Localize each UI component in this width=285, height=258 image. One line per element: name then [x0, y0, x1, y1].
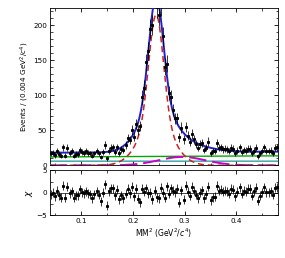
Y-axis label: Events / (0.004 GeV$^2$/$c^4$): Events / (0.004 GeV$^2$/$c^4$): [19, 41, 31, 132]
Y-axis label: $\chi$: $\chi$: [24, 189, 35, 197]
X-axis label: MM$^2$ (GeV$^2$/$c^4$): MM$^2$ (GeV$^2$/$c^4$): [135, 226, 192, 240]
